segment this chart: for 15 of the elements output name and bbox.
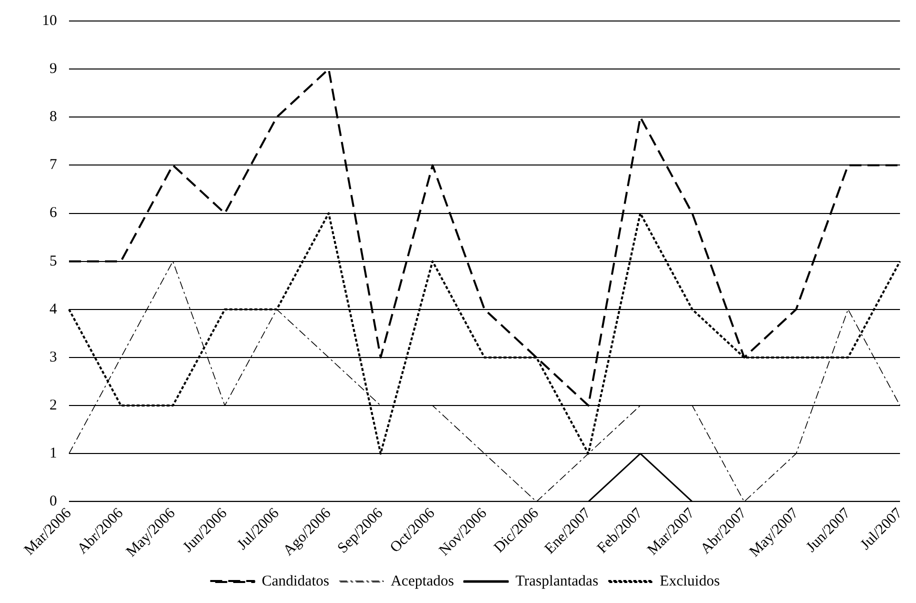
legend-label: Candidatos	[262, 573, 330, 590]
y-tick-label: 2	[50, 397, 57, 414]
y-tick-label: 8	[50, 109, 57, 126]
y-tick-label: 5	[50, 253, 57, 270]
y-tick-label: 9	[50, 61, 57, 78]
y-tick-label: 4	[50, 301, 58, 318]
legend-label: Aceptados	[390, 573, 454, 590]
legend-label: Excluidos	[660, 573, 720, 590]
y-tick-label: 3	[50, 349, 57, 366]
y-tick-label: 6	[50, 205, 58, 222]
y-tick-label: 7	[50, 157, 58, 174]
y-tick-label: 1	[50, 446, 57, 462]
y-tick-label: 10	[42, 12, 57, 29]
legend-label: Trasplantadas	[516, 573, 598, 590]
y-tick-label: 0	[50, 494, 57, 510]
